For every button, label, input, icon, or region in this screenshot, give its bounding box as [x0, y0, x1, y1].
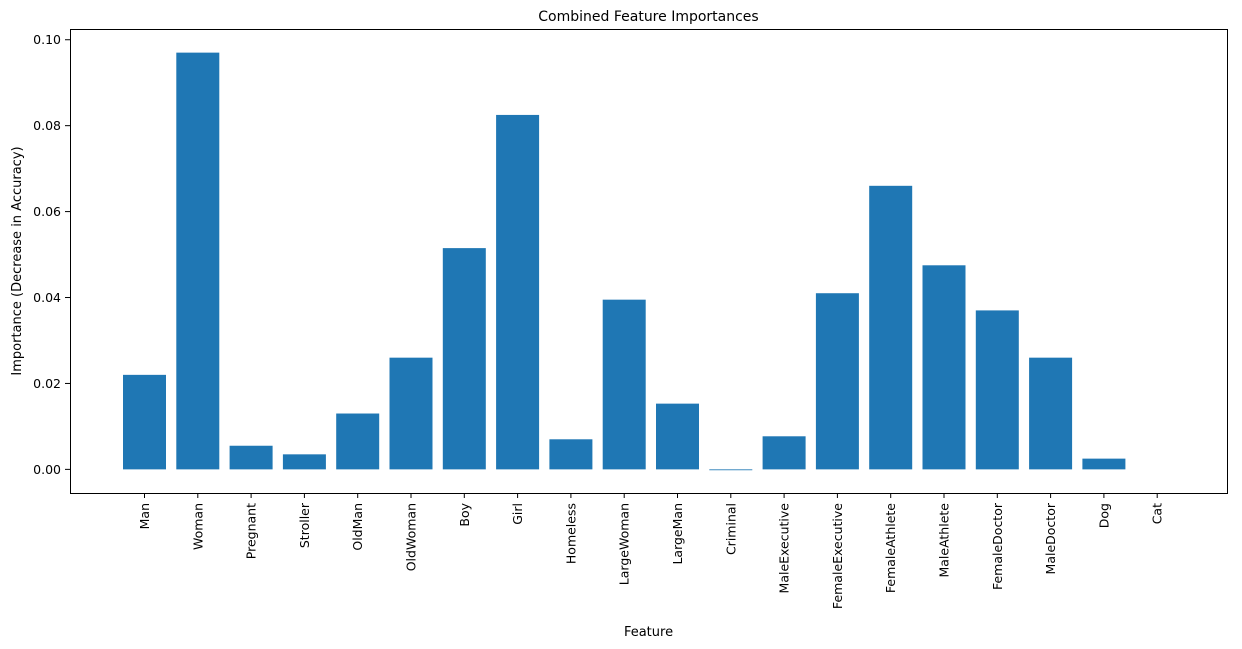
bar-maleathlete: [922, 265, 966, 470]
bar-homeless: [549, 439, 593, 470]
bar-girl: [496, 114, 540, 470]
bar-maleexecutive: [762, 436, 806, 470]
bars-group: [123, 52, 1126, 471]
bar-femaledoctor: [975, 310, 1019, 470]
bar-stroller: [282, 454, 326, 470]
x-tick-label: Stroller: [297, 502, 312, 548]
x-tick-label: Criminal: [723, 503, 738, 555]
y-tick-label: 0.08: [33, 118, 61, 133]
x-tick-label: FemaleDoctor: [990, 502, 1005, 590]
bar-oldman: [336, 413, 380, 470]
x-tick-label: MaleDoctor: [1043, 502, 1058, 574]
bar-criminal: [709, 469, 753, 471]
x-tick-label: Dog: [1096, 503, 1111, 528]
plot-frame: [70, 29, 1228, 494]
x-tick-label: LargeMan: [670, 503, 685, 565]
bar-dog: [1082, 458, 1126, 470]
bar-woman: [176, 52, 220, 470]
x-tick-label: Boy: [457, 502, 472, 526]
x-tick-label: Man: [137, 503, 152, 529]
bar-largeman: [656, 403, 699, 470]
x-tick-label: FemaleExecutive: [830, 503, 845, 609]
x-tick-label: Homeless: [563, 503, 578, 564]
bar-boy: [442, 248, 486, 470]
bar-pregnant: [229, 445, 273, 470]
bar-femaleexecutive: [815, 293, 859, 470]
x-tick-label: MaleExecutive: [777, 503, 792, 594]
y-tick-label: 0.06: [33, 204, 61, 219]
bar-largewoman: [602, 299, 646, 470]
bar-oldwoman: [389, 357, 433, 470]
y-tick-label: 0.10: [33, 32, 61, 47]
bar-maledoctor: [1029, 357, 1073, 470]
x-tick-label: OldMan: [350, 503, 365, 551]
bar-man: [123, 374, 166, 470]
y-ticks-group: 0.00 0.02 0.04 0.06 0.08 0.10: [33, 32, 70, 477]
y-axis-label: Importance (Decrease in Accuracy): [10, 146, 25, 375]
x-axis-label: Feature: [624, 625, 673, 640]
x-tick-label: Girl: [510, 503, 525, 525]
y-tick-label: 0.02: [33, 376, 61, 391]
x-ticks-group: Man Woman Pregnant Stroller OldMan OldWoman Bo…: [137, 493, 1165, 609]
x-tick-label: Cat: [1150, 503, 1165, 524]
x-tick-label: Woman: [190, 503, 205, 550]
x-tick-label: Pregnant: [244, 503, 259, 559]
y-tick-label: 0.04: [33, 290, 61, 305]
x-tick-label: MaleAthlete: [937, 503, 952, 578]
y-tick-label: 0.00: [33, 462, 61, 477]
x-tick-label: LargeWoman: [617, 503, 632, 585]
chart-title: Combined Feature Importances: [538, 9, 758, 25]
x-tick-label: FemaleAthlete: [883, 503, 898, 593]
bar-femaleathlete: [869, 185, 913, 470]
x-tick-label: OldWoman: [404, 503, 419, 571]
